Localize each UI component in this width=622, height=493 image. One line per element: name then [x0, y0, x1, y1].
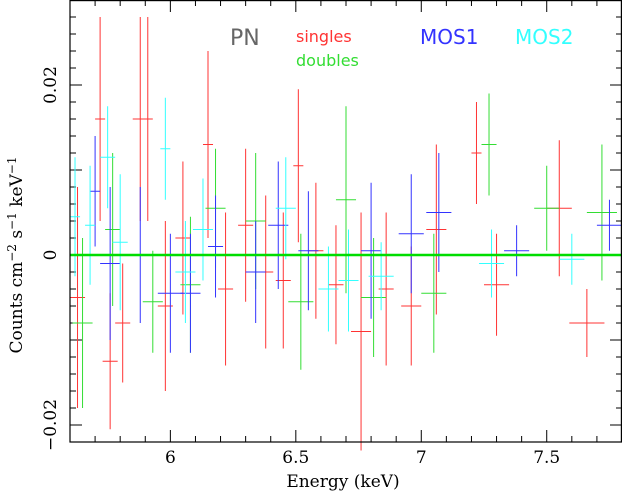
data-point	[90, 136, 101, 247]
data-point	[559, 233, 585, 285]
data-point	[192, 178, 214, 281]
data-point	[268, 161, 289, 289]
data-point	[70, 157, 81, 277]
x-tick-label: 6.5	[282, 448, 309, 468]
legend-pn: PN	[230, 26, 260, 51]
data-point	[72, 238, 93, 408]
x-tick-label: 7.5	[533, 448, 560, 468]
data-point	[180, 233, 201, 353]
series-group	[70, 17, 605, 451]
legend: PN singles doubles MOS1 MOS2	[230, 25, 573, 70]
data-point	[218, 212, 234, 366]
legend-singles: singles	[296, 27, 352, 46]
data-point	[142, 250, 163, 353]
data-point	[426, 144, 447, 315]
data-point	[100, 187, 121, 340]
y-tick-label: −0.02	[41, 399, 61, 451]
data-point	[351, 212, 372, 451]
y-tick-label: 0	[41, 250, 61, 261]
data-point	[318, 246, 339, 332]
data-point	[95, 17, 106, 221]
series-group	[90, 136, 622, 353]
data-point	[361, 238, 387, 357]
data-point	[100, 106, 116, 209]
legend-mos2: MOS2	[515, 25, 573, 49]
data-point	[175, 161, 191, 315]
series-group	[72, 93, 617, 408]
data-point	[288, 233, 314, 370]
data-point	[596, 199, 622, 251]
data-point	[238, 148, 254, 302]
data-point	[328, 225, 344, 345]
data-point	[112, 174, 128, 311]
data-point	[421, 233, 447, 353]
data-point	[361, 182, 382, 319]
data-point	[293, 89, 304, 243]
series-group	[70, 97, 585, 332]
data-point	[398, 174, 424, 294]
data-point	[426, 153, 452, 272]
x-tick-label: 6	[165, 448, 176, 468]
data-point	[471, 102, 482, 204]
data-series	[70, 17, 622, 451]
data-point	[208, 195, 224, 298]
data-point	[569, 289, 605, 357]
data-point	[338, 229, 359, 332]
data-point	[368, 242, 394, 311]
data-point	[202, 51, 214, 238]
data-point	[245, 221, 266, 323]
y-axis-label: Counts cm−2 s−1 keV−1	[5, 156, 27, 353]
legend-doubles: doubles	[296, 51, 359, 70]
data-point	[157, 233, 183, 353]
x-axis-label: Energy (keV)	[286, 472, 399, 492]
data-point	[481, 93, 497, 196]
data-point	[275, 157, 296, 260]
data-point	[298, 191, 319, 311]
data-point	[335, 106, 357, 294]
data-point	[175, 221, 196, 323]
plot-frame	[69, 0, 622, 443]
data-point	[115, 263, 131, 383]
x-tick-label: 7	[416, 448, 427, 468]
data-point	[160, 97, 171, 200]
data-point	[534, 165, 560, 251]
y-tick-label: 0.02	[41, 66, 61, 104]
data-point	[484, 233, 510, 336]
data-point	[586, 144, 617, 281]
data-point	[105, 153, 121, 306]
legend-mos1: MOS1	[420, 25, 478, 49]
data-point	[504, 225, 530, 277]
data-point	[85, 165, 96, 285]
data-point	[142, 17, 153, 221]
data-point	[478, 229, 505, 298]
axis-labels: 6 6.5 7 7.5 −0.02 0 0.02	[41, 66, 560, 468]
